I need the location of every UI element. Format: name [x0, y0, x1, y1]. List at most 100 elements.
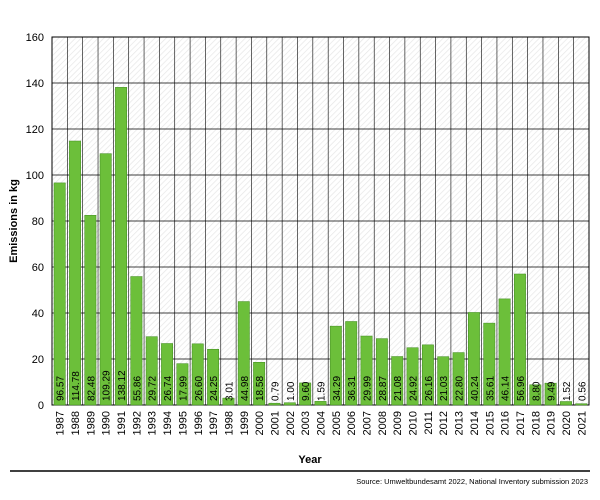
- bar-1987: [53, 182, 66, 406]
- bar-1994: [161, 343, 173, 406]
- x-tick-label-1995: 1995: [177, 411, 189, 435]
- bar-2006: [345, 321, 358, 406]
- data-label-2019: 9.49: [547, 381, 558, 401]
- x-tick-label-2008: 2008: [377, 411, 389, 435]
- y-tick-label: 20: [32, 354, 44, 366]
- data-label-1994: 26.74: [163, 376, 174, 401]
- x-tick-label-1992: 1992: [131, 411, 143, 435]
- data-label-1998: 3.01: [224, 381, 235, 401]
- data-label-2020: 1.52: [562, 381, 573, 401]
- data-label-2011: 26.16: [424, 376, 435, 401]
- data-label-2004: 1.59: [317, 381, 328, 401]
- data-labels: 96.57 114.78 82.48 109.29 138.12 55.86 29.72 26…: [56, 370, 589, 401]
- bar-2019: [544, 382, 557, 406]
- source-note: Source: Umweltbundesamt 2022, National I…: [356, 477, 588, 486]
- data-label-2006: 36.31: [347, 376, 358, 401]
- x-tick-label-1996: 1996: [193, 411, 205, 435]
- x-tick-label-1999: 1999: [239, 411, 251, 435]
- bar-1998: [222, 397, 235, 406]
- bar-1989: [84, 215, 97, 406]
- y-tick-label: 40: [32, 308, 44, 320]
- bar-1996: [191, 343, 204, 406]
- x-tick-label-1988: 1988: [70, 411, 82, 435]
- data-label-2001: 0.79: [270, 381, 281, 401]
- data-label-1997: 24.25: [209, 376, 220, 401]
- x-tick-label-2019: 2019: [546, 411, 558, 435]
- x-tick-label-2014: 2014: [469, 411, 481, 435]
- data-label-2017: 56.96: [516, 376, 527, 401]
- bar-2001: [268, 402, 281, 406]
- data-label-2018: 8.80: [531, 381, 542, 401]
- x-axis-title: Year: [298, 454, 322, 466]
- data-label-2016: 46.14: [501, 376, 512, 401]
- data-label-2007: 29.99: [363, 376, 374, 401]
- y-tick-label: 80: [32, 216, 44, 228]
- bar-2021: [575, 403, 588, 406]
- data-label-2015: 35.61: [485, 376, 496, 401]
- x-tick-label-2010: 2010: [408, 411, 420, 435]
- bar-2012: [437, 356, 450, 406]
- bar-2015: [483, 322, 496, 406]
- bar-2010: [406, 347, 419, 406]
- data-label-1987: 96.57: [56, 376, 67, 401]
- bar-2016: [498, 298, 511, 406]
- y-tick-label: 140: [26, 78, 44, 90]
- x-tick-label-2021: 2021: [576, 411, 588, 435]
- x-tick-label-2016: 2016: [500, 411, 512, 435]
- data-label-1989: 82.48: [86, 376, 97, 401]
- x-tick-label-2013: 2013: [454, 411, 466, 435]
- bar-2000: [253, 362, 266, 406]
- bar-1990: [99, 153, 112, 406]
- data-label-1991: 138.12: [117, 370, 128, 401]
- data-label-2014: 40.24: [470, 376, 481, 401]
- data-label-2003: 9.60: [301, 381, 312, 401]
- bar-1992: [130, 276, 143, 406]
- bar-2003: [299, 382, 312, 406]
- bar-1997: [207, 348, 220, 406]
- x-tick-label-2005: 2005: [331, 411, 343, 435]
- data-label-1996: 26.60: [194, 376, 205, 401]
- x-tick-label-1997: 1997: [208, 411, 220, 435]
- x-tick-label-2009: 2009: [392, 411, 404, 435]
- data-label-2000: 18.58: [255, 376, 266, 401]
- bar-2018: [529, 384, 542, 406]
- data-label-1995: 17.99: [178, 376, 189, 401]
- y-tick-label: 60: [32, 262, 44, 274]
- x-tick-label-1994: 1994: [162, 411, 174, 435]
- y-axis: 0 20 40 60 80 100 120 140 160: [26, 32, 44, 412]
- data-label-2021: 0.56: [577, 381, 588, 401]
- x-tick-label-2001: 2001: [269, 411, 281, 435]
- x-tick-label-1987: 1987: [55, 411, 67, 435]
- x-tick-label-2015: 2015: [484, 411, 496, 435]
- bar-1999: [237, 301, 250, 406]
- bar-2011: [421, 344, 434, 406]
- data-label-2013: 22.80: [455, 376, 466, 401]
- x-tick-label-2006: 2006: [346, 411, 358, 435]
- x-tick-label-2003: 2003: [300, 411, 312, 435]
- y-tick-label: 100: [26, 170, 44, 182]
- data-label-2008: 28.87: [378, 376, 389, 401]
- x-tick-label-2012: 2012: [438, 411, 450, 435]
- data-label-1990: 109.29: [102, 370, 113, 401]
- bar-2017: [514, 273, 526, 406]
- y-tick-label: 0: [38, 400, 44, 412]
- bar-2020: [560, 401, 572, 406]
- x-tick-label-1990: 1990: [101, 411, 113, 435]
- bar-2013: [452, 352, 465, 406]
- x-tick-label-2018: 2018: [530, 411, 542, 435]
- x-tick-label-2017: 2017: [515, 411, 527, 435]
- x-tick-label-2007: 2007: [362, 411, 374, 435]
- x-tick-label-2002: 2002: [285, 411, 297, 435]
- x-tick-label-2004: 2004: [316, 411, 328, 435]
- bar-1993: [145, 336, 158, 406]
- x-tick-label-1998: 1998: [223, 411, 235, 435]
- bar-1991: [115, 87, 127, 406]
- data-label-1988: 114.78: [71, 371, 82, 401]
- y-axis-title: Emissions in kg: [8, 179, 20, 263]
- y-tick-label: 160: [26, 32, 44, 44]
- bar-1988: [69, 140, 81, 406]
- x-axis: 1987 1988 1989 1990 1991 1992 1993 1994 1995 1996…: [55, 411, 589, 435]
- bar-1995: [176, 363, 189, 406]
- y-tick-label: 120: [26, 124, 44, 136]
